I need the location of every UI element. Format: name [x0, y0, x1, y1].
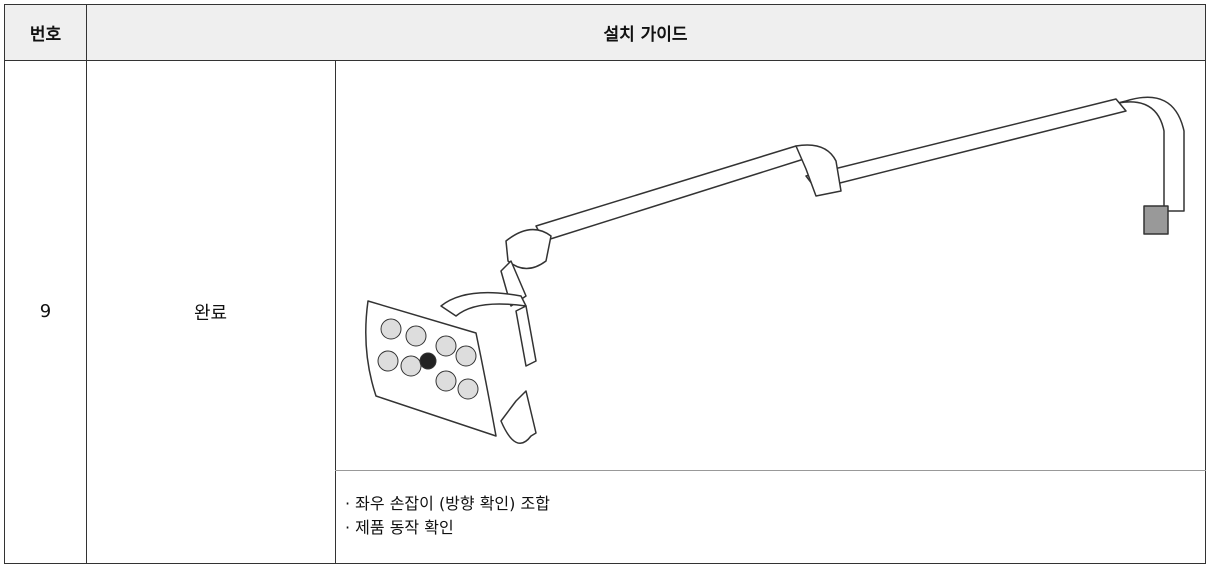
border: [4, 4, 1206, 5]
header-guide-cell: 설치 가이드: [86, 5, 1205, 60]
header-number: 번호: [29, 25, 62, 45]
note: · 제품 동작 확인: [345, 518, 454, 537]
step-cell: 완료: [86, 60, 335, 563]
border: [4, 60, 1206, 61]
number-cell: 9: [5, 60, 86, 563]
border: [4, 563, 1206, 564]
product-illustration: [365, 96, 1185, 445]
step-number: 9: [39, 301, 52, 322]
border: [4, 4, 5, 564]
border: [335, 60, 336, 564]
notes: · 좌우 손잡이 (방향 확인) 조합 · 제품 동작 확인: [345, 492, 550, 540]
border: [1205, 4, 1206, 564]
border: [86, 4, 87, 564]
step-name: 완료: [193, 302, 228, 324]
border: [335, 470, 1206, 471]
header-guide: 설치 가이드: [603, 25, 688, 45]
note: · 좌우 손잡이 (방향 확인) 조합: [345, 494, 550, 513]
header-number-cell: 번호: [5, 5, 86, 60]
